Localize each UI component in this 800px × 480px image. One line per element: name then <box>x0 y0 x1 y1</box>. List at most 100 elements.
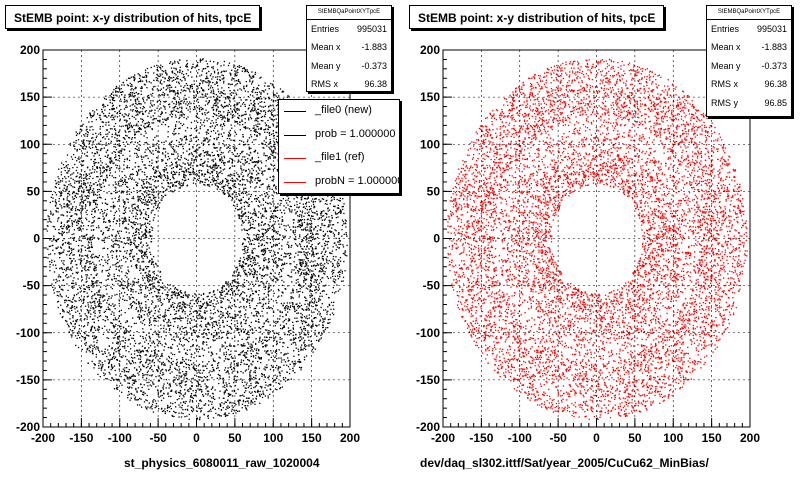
hit-point-black <box>93 256 96 258</box>
hit-point-black <box>260 393 263 396</box>
hit-point-black <box>225 408 227 411</box>
hit-point-black <box>289 236 291 238</box>
hit-point-black <box>250 102 252 105</box>
hit-point-black <box>162 196 164 198</box>
hit-point-black <box>314 237 317 240</box>
hit-point-black <box>93 183 95 185</box>
hit-point-black <box>150 253 152 256</box>
hit-point-black <box>208 185 211 187</box>
hit-point-black <box>283 342 285 344</box>
hit-point-black <box>227 105 229 107</box>
hit-point-black <box>96 188 99 191</box>
hit-point-black <box>224 177 227 180</box>
hit-point-black <box>326 311 328 313</box>
hit-point-black <box>132 215 135 218</box>
hit-point-black <box>300 348 303 351</box>
hit-point-black <box>226 331 229 333</box>
hit-point-black <box>303 278 306 280</box>
hit-point-black <box>199 154 201 156</box>
hit-point-black <box>222 186 224 188</box>
hit-point-black <box>68 331 70 333</box>
hit-point-black <box>151 109 153 111</box>
hit-point-black <box>127 84 130 87</box>
hit-point-black <box>70 243 72 245</box>
hit-point-black <box>99 310 101 312</box>
hit-point-black <box>292 303 294 305</box>
hit-point-black <box>142 331 144 333</box>
hit-point-black <box>211 327 213 329</box>
hit-point-black <box>159 331 161 333</box>
hit-point-black <box>124 113 126 115</box>
hit-point-black <box>266 145 268 147</box>
hit-point-black <box>212 406 214 408</box>
hit-point-black <box>264 201 267 203</box>
hit-point-black <box>265 137 267 140</box>
hit-point-black <box>84 305 87 307</box>
hit-point-black <box>295 238 297 241</box>
hit-point-black <box>239 184 241 186</box>
hit-point-black <box>267 125 269 127</box>
hit-point-black <box>232 116 234 118</box>
hit-point-black <box>60 180 62 182</box>
hit-point-black <box>91 318 94 321</box>
hit-point-black <box>165 343 167 345</box>
hit-point-black <box>130 124 133 126</box>
hit-point-black <box>131 317 134 319</box>
hit-point-black <box>230 356 233 358</box>
hit-point-black <box>196 113 198 115</box>
hit-point-black <box>316 213 318 215</box>
hit-point-black <box>53 235 55 237</box>
hit-point-black <box>329 224 331 226</box>
hit-point-black <box>61 162 63 164</box>
hit-point-black <box>146 295 148 297</box>
hit-point-black <box>289 205 292 208</box>
hit-point-black <box>233 97 236 99</box>
hit-point-black <box>117 343 119 345</box>
hit-point-black <box>158 308 161 310</box>
hit-point-black <box>83 189 85 191</box>
hit-point-black <box>168 395 170 398</box>
hit-point-black <box>80 251 82 253</box>
hit-point-black <box>142 279 144 281</box>
hit-point-black <box>308 242 310 244</box>
hit-point-black <box>261 373 263 376</box>
hit-point-black <box>192 165 194 167</box>
hit-point-black <box>230 323 233 325</box>
hit-point-black <box>228 305 230 307</box>
hit-point-black <box>254 194 257 197</box>
hit-point-black <box>311 277 313 279</box>
hit-point-black <box>199 128 201 130</box>
hit-point-black <box>307 273 310 276</box>
hit-point-black <box>109 373 111 375</box>
hit-point-black <box>212 171 214 173</box>
hit-point-black <box>252 89 254 91</box>
hit-point-black <box>184 362 187 364</box>
hit-point-black <box>127 223 130 225</box>
hit-point-black <box>78 255 81 257</box>
hit-point-black <box>263 322 265 324</box>
hit-point-black <box>243 187 245 189</box>
hit-point-black <box>216 82 218 84</box>
hit-point-black <box>235 108 238 110</box>
hit-point-black <box>306 238 308 240</box>
hit-point-black <box>310 293 312 295</box>
hit-point-black <box>228 373 230 375</box>
hit-point-black <box>229 316 232 318</box>
hit-point-black <box>274 156 276 158</box>
hit-point-black <box>297 270 299 272</box>
hit-point-black <box>155 306 157 308</box>
hit-point-black <box>190 102 192 105</box>
hit-point-black <box>214 321 216 323</box>
hit-point-black <box>113 125 115 128</box>
hit-point-black <box>47 248 49 250</box>
hit-point-black <box>117 324 119 327</box>
hit-point-black <box>266 155 268 157</box>
hit-point-black <box>95 132 97 135</box>
hit-point-black <box>140 124 142 126</box>
hit-point-black <box>254 403 256 405</box>
hit-point-black <box>234 67 236 70</box>
hit-point-black <box>207 65 209 68</box>
hit-point-black <box>264 257 266 259</box>
hit-point-black <box>217 176 219 178</box>
hit-point-black <box>233 271 235 273</box>
